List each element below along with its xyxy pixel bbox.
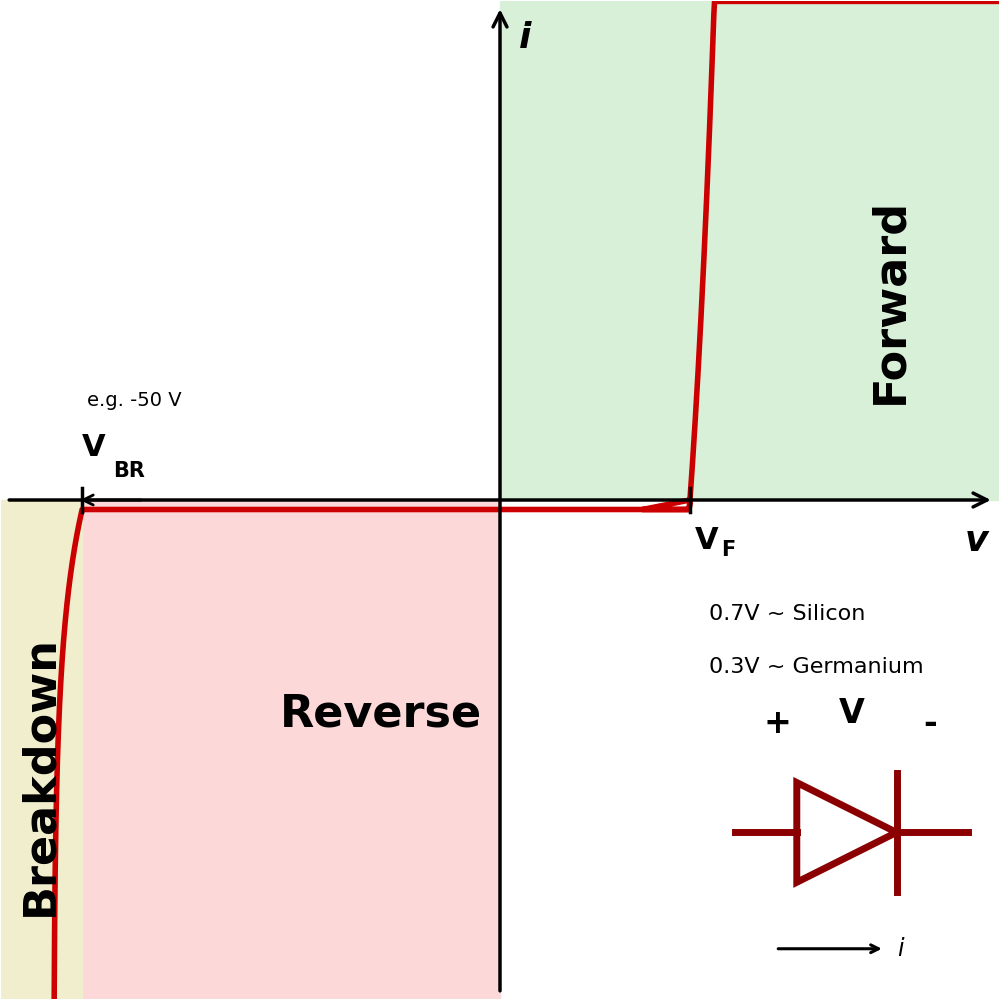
Text: BR: BR	[113, 461, 145, 481]
Text: 0.7V ~ Silicon: 0.7V ~ Silicon	[709, 604, 865, 624]
Text: V: V	[838, 697, 864, 730]
Text: Forward: Forward	[868, 197, 911, 404]
Text: F: F	[721, 540, 735, 560]
Bar	[1, 500, 82, 999]
Text: i: i	[519, 21, 531, 55]
Text: Breakdown: Breakdown	[18, 635, 61, 916]
Text: 0.3V ~ Germanium: 0.3V ~ Germanium	[709, 657, 924, 677]
Text: V: V	[82, 433, 106, 462]
Text: Reverse: Reverse	[280, 692, 482, 735]
Text: -: -	[923, 707, 937, 740]
Text: +: +	[764, 707, 792, 740]
Text: V: V	[695, 526, 718, 555]
Text: e.g. -50 V: e.g. -50 V	[87, 391, 181, 410]
Text: v: v	[965, 524, 989, 558]
Bar	[82, 500, 500, 999]
Bar	[500, 1, 999, 500]
Text: $i$: $i$	[897, 937, 905, 961]
